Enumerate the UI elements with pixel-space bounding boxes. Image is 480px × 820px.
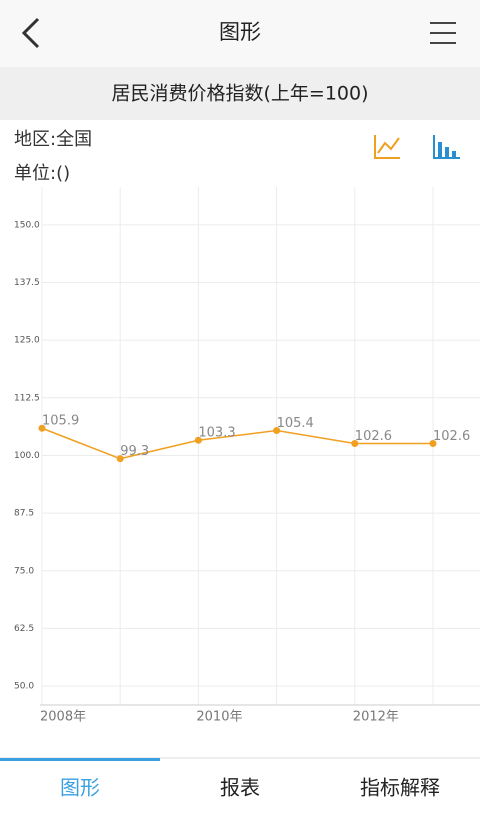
tab[interactable]: 图形 — [60, 776, 100, 800]
data-label: 99.3 — [120, 444, 149, 459]
series-line — [41, 427, 433, 460]
chart-title: 居民消费价格指数(上年=100) — [111, 83, 368, 105]
region-label: 地区:全国 — [14, 129, 92, 150]
y-tick-label: 62.5 — [14, 624, 34, 634]
header-title: 图形 — [219, 20, 261, 44]
back-button[interactable] — [21, 17, 40, 49]
y-tick-label: 125.0 — [14, 336, 40, 346]
data-label: 102.6 — [355, 429, 392, 444]
line-chart-icon[interactable] — [374, 135, 400, 159]
subtitle-bar — [0, 67, 480, 120]
data-point — [194, 436, 202, 444]
data-label: 105.9 — [42, 414, 79, 429]
data-label: 103.3 — [198, 426, 235, 441]
data-point — [38, 424, 46, 432]
y-tick-label: 87.5 — [14, 509, 34, 519]
y-tick-label: 150.0 — [14, 220, 40, 230]
y-tick-label: 137.5 — [14, 278, 40, 288]
x-tick-label: 2012年 — [353, 710, 399, 725]
y-tick-label: 50.0 — [14, 682, 34, 692]
x-tick-label: 2010年 — [196, 710, 242, 725]
unit-label: 单位:() — [14, 163, 70, 184]
tab[interactable]: 指标解释 — [360, 776, 440, 800]
data-label: 102.6 — [433, 429, 470, 444]
data-point — [351, 439, 359, 447]
tab[interactable]: 报表 — [220, 776, 260, 800]
y-tick-label: 112.5 — [14, 393, 40, 403]
tab-indicator — [0, 758, 160, 761]
x-tick-label: 2008年 — [40, 710, 86, 725]
bar-chart-icon[interactable] — [433, 135, 460, 159]
menu-button[interactable] — [430, 22, 456, 44]
header-bar — [0, 0, 480, 67]
y-tick-label: 100.0 — [14, 451, 40, 461]
y-tick-label: 75.0 — [14, 566, 34, 576]
data-point — [116, 455, 124, 463]
data-point — [429, 439, 437, 447]
data-point — [273, 427, 281, 435]
data-label: 105.4 — [277, 416, 314, 431]
